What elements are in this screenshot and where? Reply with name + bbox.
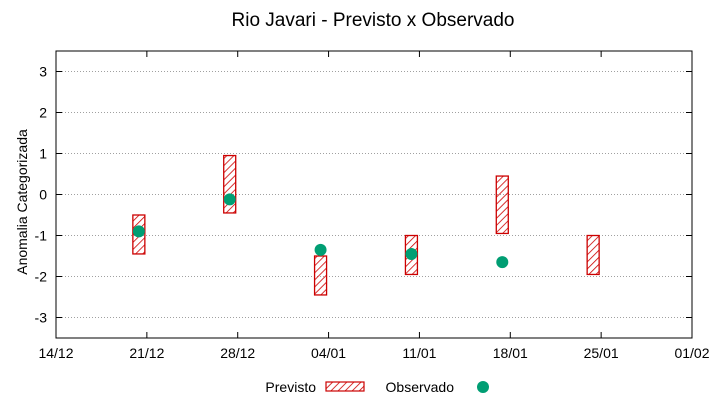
observado-series (132, 193, 509, 269)
y-tick-label: 1 (39, 146, 47, 162)
gridlines (56, 71, 692, 318)
chart-title: Rio Javari - Previsto x Observado (232, 10, 515, 31)
legend-label-observado: Observado (386, 379, 455, 395)
y-axis-ticks: -3 -2 -1 0 1 2 3 (35, 64, 692, 326)
y-tick-label: -1 (35, 228, 48, 244)
x-tick-label: 18/01 (493, 345, 528, 361)
y-tick-label: 2 (39, 105, 47, 121)
x-axis-ticks: 14/12 21/12 28/12 04/01 11/01 18/01 25/01 01/02 (38, 51, 710, 361)
observado-point (223, 193, 236, 206)
x-tick-label: 25/01 (584, 345, 619, 361)
y-tick-label: -3 (35, 310, 48, 326)
y-tick-label: 3 (39, 64, 47, 80)
y-tick-label: -2 (35, 269, 48, 285)
x-tick-label: 14/12 (38, 345, 73, 361)
x-tick-label: 21/12 (129, 345, 164, 361)
x-tick-label: 04/01 (311, 345, 346, 361)
previsto-box (313, 255, 328, 296)
previsto-box (586, 234, 600, 276)
observado-point (496, 256, 509, 269)
legend: Previsto Observado (265, 379, 489, 395)
x-tick-label: 11/01 (402, 345, 436, 361)
x-tick-label: 01/02 (674, 345, 709, 361)
x-tick-label: 28/12 (220, 345, 255, 361)
previsto-series (132, 154, 600, 296)
y-axis-label: Anomalia Categorizada (14, 129, 30, 275)
observado-point (314, 243, 327, 256)
observado-point (405, 247, 418, 260)
observado-point (132, 225, 145, 238)
legend-label-previsto: Previsto (265, 379, 316, 395)
legend-swatch-observado (477, 381, 489, 393)
previsto-box (495, 175, 509, 235)
y-tick-label: 0 (39, 187, 47, 203)
legend-swatch-previsto (325, 381, 365, 392)
